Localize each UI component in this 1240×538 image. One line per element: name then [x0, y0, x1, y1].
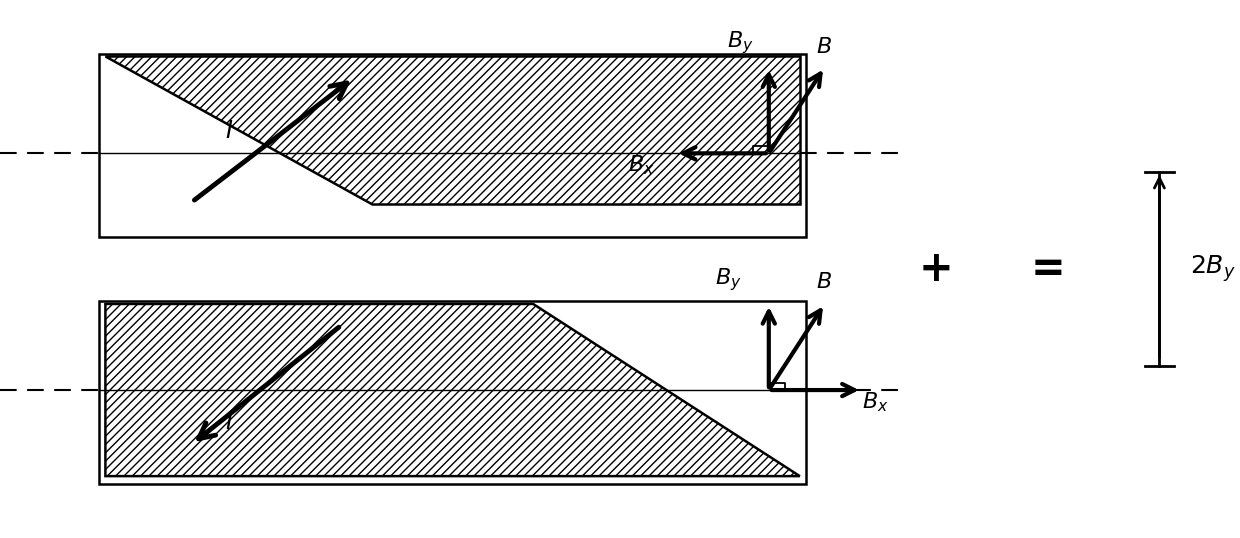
Polygon shape [105, 304, 800, 476]
Text: $I$: $I$ [226, 121, 233, 143]
Text: $B_x$: $B_x$ [862, 391, 888, 414]
Text: $B$: $B$ [816, 36, 832, 58]
Text: $B_x$: $B_x$ [629, 153, 655, 177]
Bar [99, 54, 806, 237]
Polygon shape [105, 56, 800, 204]
Bar [99, 301, 806, 484]
Text: $B_y$: $B_y$ [728, 30, 754, 56]
Text: $B_y$: $B_y$ [715, 266, 742, 293]
Text: $B$: $B$ [816, 271, 832, 293]
Text: $2B_y$: $2B_y$ [1190, 253, 1236, 285]
Text: =: = [1030, 248, 1065, 290]
Text: +: + [919, 248, 954, 290]
Text: $I$: $I$ [226, 411, 233, 434]
